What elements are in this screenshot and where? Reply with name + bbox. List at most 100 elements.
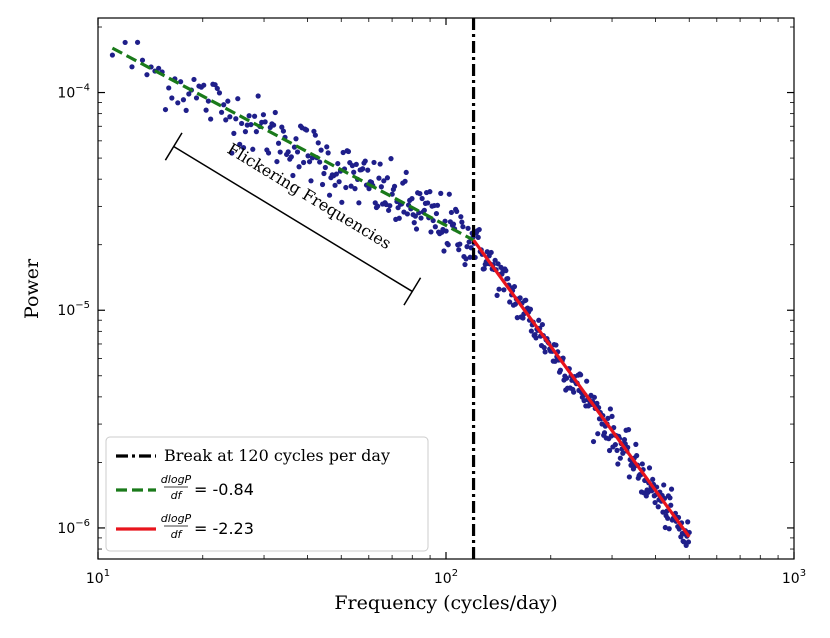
data-point [492,257,498,263]
data-point [201,82,207,88]
data-point [457,241,463,247]
data-point [601,430,608,436]
data-point [312,132,318,138]
axis-ticks [97,18,795,559]
data-point [433,210,440,217]
data-point [290,172,296,179]
data-point [315,140,321,146]
data-point [366,186,372,192]
data-point [605,415,611,421]
data-point [488,249,494,256]
data-point [183,107,189,113]
data-point [476,226,482,233]
data-point [417,191,423,197]
data-point [633,441,639,447]
y-tick-label: 10−6 [57,518,90,537]
data-point [333,171,340,177]
data-point [446,191,452,197]
data-point [450,221,457,227]
data-point [650,476,656,483]
data-point [541,345,547,351]
legend-label-low-fit: dlogP df = -0.84 [161,473,254,502]
legend-fraction-numerator: dlogP [161,512,192,525]
data-point [463,256,469,262]
data-point [462,261,468,268]
data-point [475,234,481,240]
data-point [274,158,280,165]
data-point [246,113,252,119]
data-point [205,98,211,104]
data-point [227,114,233,120]
annotation-bracket-line [173,145,413,293]
data-point [240,145,247,151]
data-point [434,202,441,208]
data-point [612,442,618,448]
x-axis-label: Frequency (cycles/day) [334,592,557,614]
data-point [523,297,529,303]
data-point [402,178,408,184]
data-point [248,121,254,128]
data-point [352,186,358,192]
data-point [378,184,384,190]
data-point [591,394,597,400]
data-point [617,455,623,461]
data-point [520,315,526,321]
data-point [542,349,548,355]
data-point [609,413,615,419]
data-point [494,292,500,298]
data-point [231,130,237,136]
data-point [427,189,433,195]
data-point [255,93,261,99]
data-point [595,431,601,437]
data-point [229,150,235,156]
data-point [223,117,229,123]
data-point [606,447,613,454]
data-point [275,140,282,146]
legend: Break at 120 cycles per day dlogP df = -… [105,436,429,552]
data-point [253,129,259,135]
data-point [564,375,570,381]
data-point [507,299,513,305]
y-axis-label: Power [21,258,43,319]
data-point [291,144,298,150]
data-point [660,509,666,515]
data-point [300,159,307,166]
data-point [162,106,169,113]
data-point [186,91,192,97]
data-point [685,539,692,545]
data-point [391,183,398,189]
data-point [339,199,345,205]
data-point [652,499,658,506]
data-point [262,119,268,125]
data-point [218,109,225,115]
data-point [389,191,395,197]
legend-fit-value: = -0.84 [194,480,254,499]
data-point [625,427,632,433]
y-tick-label: 10−4 [57,83,90,102]
data-point [661,482,667,488]
data-point [336,179,342,185]
data-point [621,437,628,443]
data-point [412,213,418,219]
data-point [221,102,227,108]
data-point [319,181,326,188]
data-point [144,72,150,78]
data-point [421,207,427,213]
data-point [272,109,278,116]
data-point [326,192,333,198]
legend-fit-value: = -2.23 [194,519,254,538]
fit-lines [111,18,691,559]
data-point [356,200,362,206]
scatter-series [109,39,692,548]
data-point [533,335,539,341]
legend-fraction-denominator: df [171,489,184,502]
data-point [318,147,324,153]
data-point [639,461,645,467]
data-point [311,128,317,134]
annotation-bracket-cap-end [403,277,422,306]
data-point [322,164,328,171]
low-frequency-fit-line [111,46,475,242]
data-point [306,159,313,165]
data-point [517,295,523,301]
data-point [242,129,249,135]
